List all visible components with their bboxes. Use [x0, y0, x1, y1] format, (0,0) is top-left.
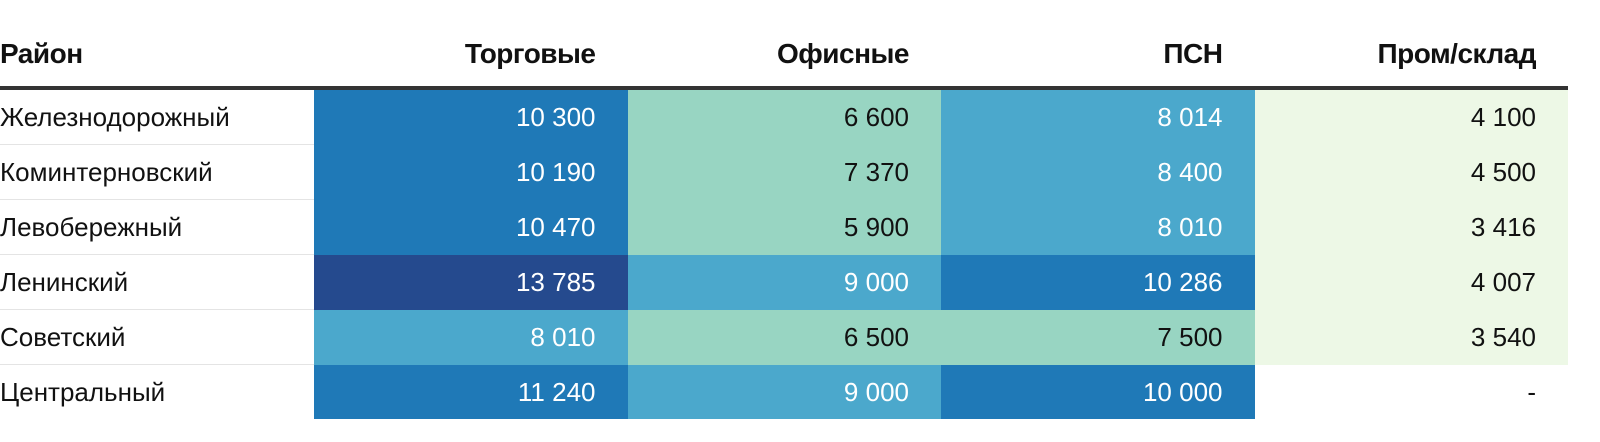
value-cell: 8 010 [941, 199, 1255, 255]
value-cell: 10 286 [941, 254, 1255, 310]
district-name: Левобережный [0, 199, 314, 255]
value-cell: 3 540 [1254, 309, 1568, 365]
table-row: Центральный 11 240 9 000 10 000 - [0, 364, 1568, 419]
table-row: Советский 8 010 6 500 7 500 3 540 [0, 309, 1568, 365]
value-cell: 10 000 [941, 364, 1255, 419]
value-cell: 4 500 [1254, 144, 1568, 200]
value-cell: 13 785 [314, 254, 628, 310]
table-row: Железнодорожный 10 300 6 600 8 014 4 100 [0, 88, 1568, 145]
value-cell: 10 300 [314, 88, 628, 145]
district-name: Коминтерновский [0, 144, 314, 200]
value-cell: 7 500 [941, 309, 1255, 365]
value-cell: 7 370 [627, 144, 941, 200]
value-cell: 6 500 [627, 309, 941, 365]
value-cell: 11 240 [314, 364, 628, 419]
value-cell: 10 470 [314, 199, 628, 255]
value-cell: 4 007 [1254, 254, 1568, 310]
value-cell: 8 010 [314, 309, 628, 365]
value-cell: 3 416 [1254, 199, 1568, 255]
district-name: Центральный [0, 376, 166, 407]
value-cell: 8 014 [941, 88, 1255, 145]
column-header-retail: Торговые [314, 22, 628, 90]
column-header-psn: ПСН [941, 22, 1255, 90]
value-cell: 4 100 [1254, 88, 1568, 145]
value-cell: 8 400 [941, 144, 1255, 200]
value-cell: - [1254, 364, 1568, 419]
district-name: Железнодорожный [0, 88, 314, 145]
value-cell: 9 000 [627, 254, 941, 310]
column-header-district: Район [0, 22, 314, 90]
district-name: Ленинский [0, 254, 314, 310]
value-cell: 9 000 [627, 364, 941, 419]
column-header-industrial: Пром/склад [1254, 22, 1568, 90]
column-header-office: Офисные [627, 22, 941, 90]
table-row: Ленинский 13 785 9 000 10 286 4 007 [0, 254, 1568, 310]
table-row: Коминтерновский 10 190 7 370 8 400 4 500 [0, 144, 1568, 200]
value-cell: 10 190 [314, 144, 628, 200]
district-name: Советский [0, 309, 314, 365]
heatmap-table: Район Торговые Офисные ПСН Пром/склад Же… [0, 22, 1568, 419]
table-row: Левобережный 10 470 5 900 8 010 3 416 [0, 199, 1568, 255]
value-cell: 6 600 [627, 88, 941, 145]
header-row: Район Торговые Офисные ПСН Пром/склад [0, 22, 1568, 90]
value-cell: 5 900 [627, 199, 941, 255]
